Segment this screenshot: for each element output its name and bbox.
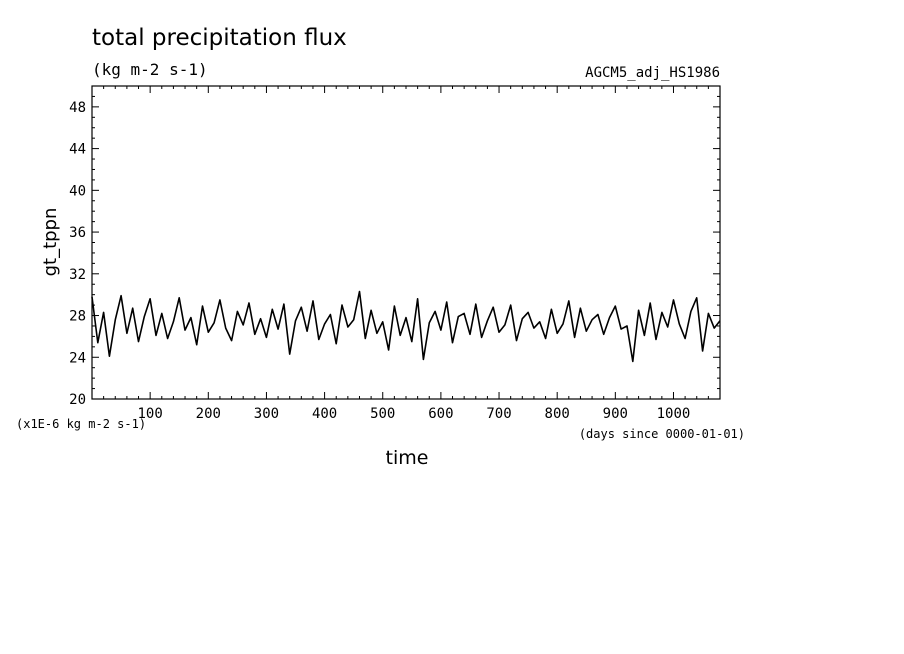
plot-area	[91, 290, 721, 363]
x-tick-label: 500	[370, 406, 395, 422]
x-tick-label: 900	[603, 406, 628, 422]
plot-frame	[91, 85, 721, 400]
y-tick-label: 44	[69, 142, 86, 158]
run-label: AGCM5_adj_HS1986	[585, 65, 720, 81]
chart-title: total precipitation flux	[92, 25, 347, 51]
y-unit-label: (x1E-6 kg m-2 s-1)	[16, 417, 146, 431]
x-tick-label: 1000	[657, 406, 691, 422]
x-unit-label: (days since 0000-01-01)	[579, 427, 745, 441]
series-line	[91, 290, 721, 363]
y-tick-label: 32	[69, 267, 86, 283]
x-tick-label: 100	[137, 406, 162, 422]
y-tick-label: 40	[69, 183, 86, 199]
y-tick-label: 48	[69, 100, 86, 116]
x-tick-label: 700	[486, 406, 511, 422]
y-tick-label: 28	[69, 309, 86, 325]
y-tick-label: 24	[69, 350, 86, 366]
x-tick-label: 600	[428, 406, 453, 422]
chart-subtitle: (kg m-2 s-1)	[92, 60, 208, 79]
x-axis-label: time	[386, 447, 429, 469]
y-axis-label: gt_tppn	[40, 208, 61, 277]
axis-ticks: 20 24 28 32 36 40 44 48 100 200 300 400 500 600 700 800…	[69, 85, 720, 422]
x-tick-label: 400	[312, 406, 337, 422]
y-tick-label: 20	[69, 392, 86, 408]
x-tick-label: 800	[545, 406, 570, 422]
x-tick-label: 200	[196, 406, 221, 422]
x-tick-label: 300	[254, 406, 279, 422]
y-tick-label: 36	[69, 225, 86, 241]
